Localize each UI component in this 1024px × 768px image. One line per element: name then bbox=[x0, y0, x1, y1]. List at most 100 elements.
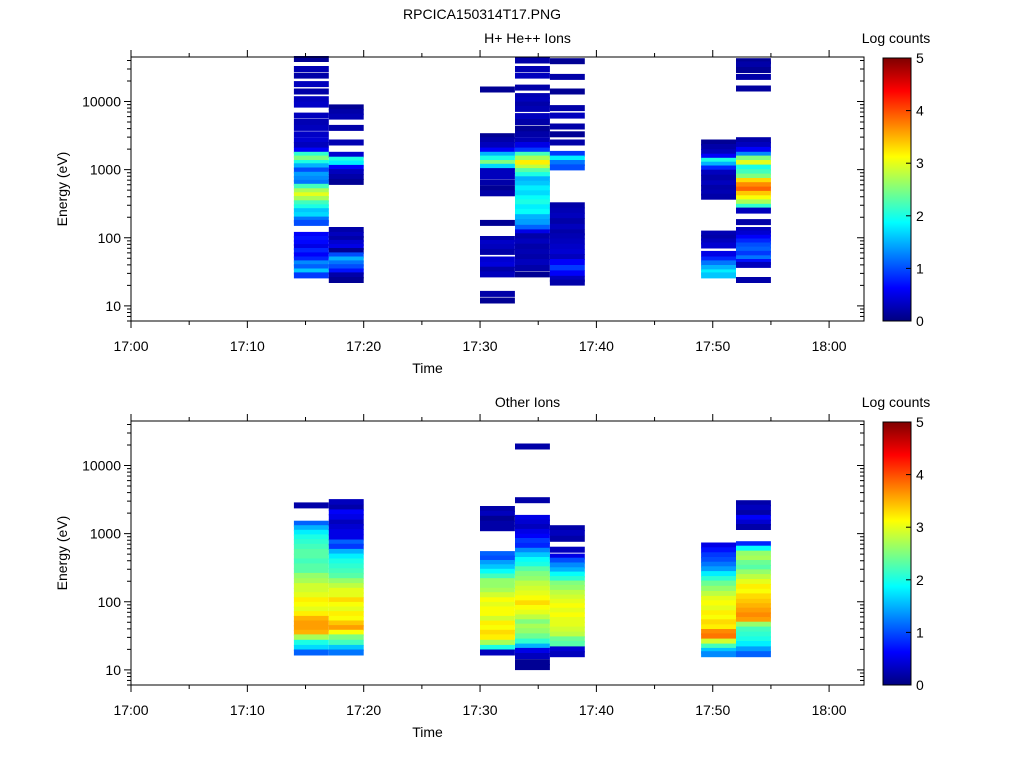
heatmap-cell bbox=[480, 147, 515, 154]
heatmap-cell bbox=[549, 546, 585, 553]
heatmap-cell bbox=[736, 227, 771, 233]
heatmap-cell bbox=[701, 595, 736, 602]
heatmap-cell bbox=[480, 510, 515, 517]
heatmap-cell bbox=[515, 233, 550, 240]
heatmap-cell bbox=[515, 497, 550, 504]
heatmap-cell bbox=[328, 524, 364, 530]
heatmap-cell bbox=[293, 558, 329, 565]
heatmap-cell bbox=[293, 634, 329, 641]
heatmap-cell bbox=[736, 146, 771, 153]
heatmap-cell bbox=[701, 184, 736, 191]
heatmap-cell bbox=[549, 105, 585, 112]
heatmap-cell bbox=[293, 268, 329, 275]
x-tick-label: 17:50 bbox=[695, 338, 730, 354]
heatmap-cell bbox=[736, 169, 771, 176]
heatmap-cell bbox=[549, 229, 585, 236]
heatmap-cell bbox=[328, 629, 364, 636]
x-tick-label: 17:20 bbox=[346, 338, 381, 354]
colorbar-tick-label: 3 bbox=[916, 155, 924, 171]
x-tick-label: 17:40 bbox=[579, 702, 614, 718]
heatmap-cell bbox=[736, 579, 771, 585]
heatmap-cell bbox=[515, 101, 550, 108]
heatmap-cell bbox=[736, 234, 771, 241]
heatmap-cell bbox=[293, 183, 329, 190]
heatmap-cells bbox=[293, 443, 771, 671]
heatmap-cell bbox=[515, 259, 550, 265]
heatmap-cell bbox=[549, 275, 585, 282]
heatmap-cell bbox=[515, 585, 550, 592]
heatmap-cell bbox=[515, 609, 550, 616]
heatmap-cell bbox=[293, 572, 329, 579]
heatmap-cell bbox=[293, 272, 329, 279]
heatmap-cell bbox=[480, 163, 515, 170]
heatmap-cell bbox=[549, 202, 585, 209]
heatmap-cell bbox=[515, 638, 550, 645]
heatmap-cell bbox=[328, 572, 364, 579]
heatmap-cell bbox=[328, 164, 364, 171]
heatmap-cell bbox=[328, 244, 364, 251]
heatmap-cell bbox=[293, 248, 329, 254]
heatmap-cell bbox=[328, 620, 364, 627]
heatmap-cell bbox=[328, 252, 364, 259]
heatmap-cell bbox=[515, 180, 550, 187]
heatmap-cell bbox=[736, 541, 771, 548]
heatmap-cell bbox=[736, 199, 771, 206]
heatmap-cell bbox=[515, 131, 550, 138]
heatmap-cell bbox=[549, 607, 585, 614]
x-tick-label: 17:30 bbox=[463, 702, 498, 718]
heatmap-cell bbox=[293, 256, 329, 263]
heatmap-cell bbox=[515, 164, 550, 171]
heatmap-cell bbox=[549, 589, 585, 596]
heatmap-cell bbox=[293, 204, 329, 211]
heatmap-cell bbox=[549, 139, 585, 146]
heatmap-cell bbox=[515, 214, 550, 221]
heatmap-cell bbox=[515, 533, 550, 540]
heatmap-cell bbox=[736, 626, 771, 633]
heatmap-cell bbox=[549, 243, 585, 250]
heatmap-cell bbox=[480, 625, 515, 632]
heatmap-cell bbox=[480, 179, 515, 186]
heatmap-cell bbox=[293, 244, 329, 251]
heatmap-cell bbox=[293, 155, 329, 162]
heatmap-cell bbox=[293, 620, 329, 627]
heatmap-cell bbox=[480, 601, 515, 608]
heatmap-cell bbox=[515, 514, 550, 521]
panel-0: H+ He++ Ions 17:00 17:10 17:20 17:30 17:40 17:… bbox=[54, 30, 930, 376]
heatmap-cell bbox=[328, 548, 364, 555]
heatmap-cell bbox=[736, 514, 771, 521]
heatmap-cell bbox=[549, 212, 585, 219]
heatmap-cell bbox=[480, 520, 515, 527]
heatmap-cell bbox=[328, 534, 364, 541]
heatmap-cell bbox=[293, 219, 329, 226]
heatmap-cell bbox=[515, 208, 550, 215]
heatmap-cell bbox=[328, 578, 364, 585]
heatmap-cell bbox=[736, 607, 771, 614]
heatmap-cell bbox=[328, 509, 364, 516]
colorbar-tick-label: 5 bbox=[916, 414, 924, 430]
heatmap-cell bbox=[515, 155, 550, 162]
heatmap-cell bbox=[515, 119, 550, 125]
heatmap-cell bbox=[328, 231, 364, 238]
x-tick-label: 17:40 bbox=[579, 338, 614, 354]
heatmap-cell bbox=[480, 587, 515, 594]
heatmap-cell bbox=[293, 137, 329, 144]
heatmap-cell bbox=[293, 96, 329, 103]
heatmap-cell bbox=[736, 178, 771, 184]
heatmap-cell bbox=[328, 606, 364, 613]
heatmap-cell bbox=[701, 250, 736, 257]
heatmap-cell bbox=[549, 254, 585, 261]
heatmap-cell bbox=[736, 85, 771, 92]
heatmap-cell bbox=[328, 601, 364, 608]
heatmap-cell bbox=[701, 238, 736, 245]
heatmap-cell bbox=[328, 248, 364, 254]
heatmap-cell bbox=[515, 614, 550, 621]
heatmap-cell bbox=[293, 553, 329, 560]
heatmap-cell bbox=[480, 261, 515, 268]
heatmap-cell bbox=[328, 104, 364, 111]
heatmap-cell bbox=[736, 73, 771, 80]
heatmap-cell bbox=[480, 611, 515, 618]
heatmap-cell bbox=[549, 58, 585, 65]
heatmap-cell bbox=[480, 606, 515, 613]
heatmap-cell bbox=[293, 192, 329, 199]
heatmap-cell bbox=[480, 248, 515, 255]
